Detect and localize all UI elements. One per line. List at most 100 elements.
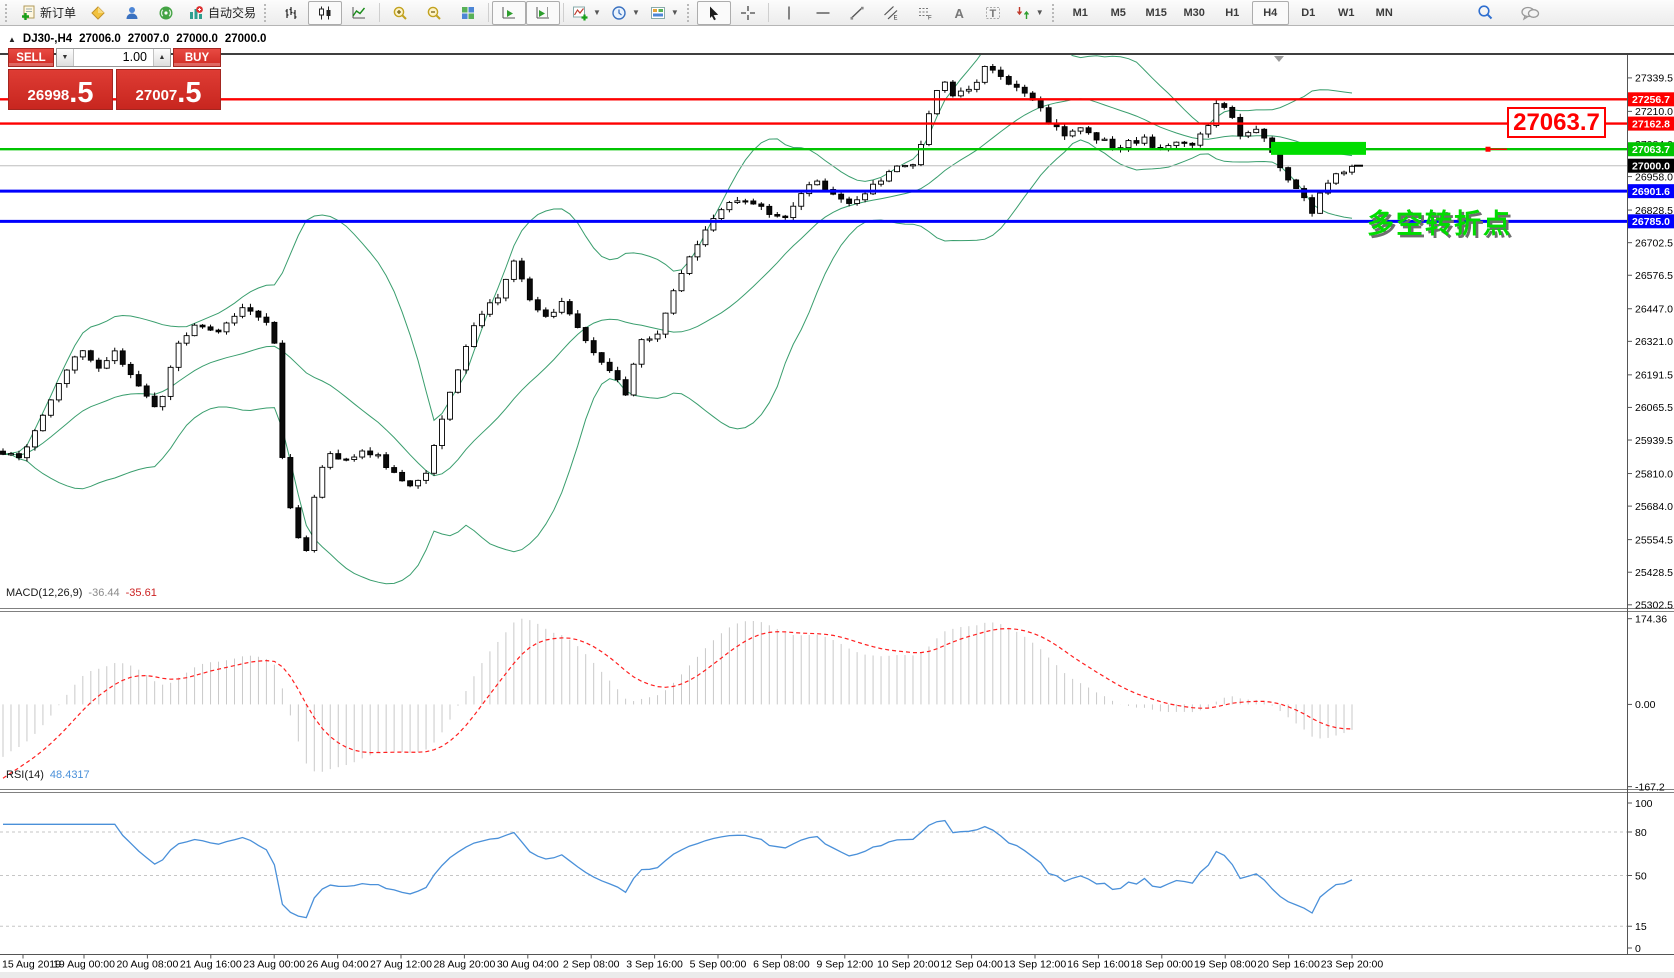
chart-canvas[interactable]: 27339.527210.027084.026958.026828.526702…: [0, 26, 1674, 978]
buy-button[interactable]: BUY: [173, 48, 221, 67]
vertical-line-icon: [788, 6, 790, 19]
level-price-label: [1628, 158, 1674, 173]
macd-tick-label: 174.36: [1635, 613, 1667, 625]
candles-layer: [0, 63, 1355, 553]
periods-button[interactable]: ▼: [606, 1, 645, 25]
chart-shift-button[interactable]: [526, 0, 561, 25]
templates-button[interactable]: ▼: [645, 1, 684, 25]
volume-spinner: ▼ 1.00 ▲: [56, 48, 171, 67]
bar-chart-button[interactable]: [274, 1, 308, 25]
candlestick-chart-button[interactable]: [308, 0, 343, 25]
svg-text:A: A: [954, 6, 964, 21]
line-chart-button[interactable]: [342, 1, 376, 25]
timeframe-button-mn[interactable]: MN: [1375, 6, 1393, 19]
zoom-out-button[interactable]: [417, 1, 451, 25]
time-tick-label: 28 Aug 20:00: [433, 959, 495, 971]
crosshair-button[interactable]: [731, 1, 765, 25]
vertical-line-button[interactable]: [772, 1, 806, 25]
sell-button[interactable]: SELL: [8, 48, 54, 67]
market-button[interactable]: [115, 1, 149, 25]
high-value: 27007.0: [127, 33, 170, 45]
time-tick-label: 10 Sep 20:00: [877, 959, 940, 971]
buy-price-display[interactable]: 27007.5: [116, 69, 221, 110]
text-button[interactable]: A: [942, 1, 976, 25]
price-tick-label: 26702.5: [1635, 237, 1673, 249]
volume-value[interactable]: 1.00: [122, 50, 147, 64]
metaeditor-icon: [91, 5, 105, 20]
chat-icon[interactable]: [1520, 5, 1540, 21]
toolbar-drag-handle: [264, 3, 271, 22]
auto-scroll-icon: [502, 6, 516, 18]
sell-price-display[interactable]: 26998.5: [8, 69, 113, 110]
collapse-panel-icon[interactable]: ▲: [8, 34, 16, 44]
tile-windows-button[interactable]: [451, 1, 485, 25]
chart-shift-icon: [536, 6, 550, 18]
autotrading-button[interactable]: 自动交易: [183, 1, 261, 25]
new-order-button[interactable]: 新订单: [15, 1, 81, 25]
equidistant-channel-icon: E: [883, 5, 897, 21]
indicators-icon: [573, 6, 588, 20]
chart-shift-marker: [1274, 56, 1284, 62]
metaeditor-button[interactable]: [81, 1, 115, 25]
volume-decrease-button[interactable]: ▼: [57, 49, 74, 66]
periods-clock-icon: [612, 5, 626, 20]
fibonacci-button[interactable]: F: [908, 1, 942, 25]
cursor-button[interactable]: [696, 0, 731, 25]
market-icon: [126, 6, 138, 19]
search-icon[interactable]: [1477, 4, 1494, 21]
level-price-label: [1628, 116, 1674, 131]
price-tick-label: 26447.0: [1635, 304, 1673, 316]
price-tick-label: 25810.0: [1635, 468, 1673, 480]
signals-button[interactable]: [149, 1, 183, 25]
svg-text:26785.0: 26785.0: [1632, 216, 1670, 228]
signals-icon: [159, 6, 173, 19]
level-price-label: [1628, 214, 1674, 229]
sell-price-fraction: .5: [69, 77, 94, 110]
horizontal-line-button[interactable]: [806, 1, 840, 25]
rsi-tick-label: 50: [1635, 870, 1647, 882]
equidistant-channel-button[interactable]: E: [874, 1, 908, 25]
rsi-indicator-label: RSI(14) 48.4317: [6, 769, 90, 781]
timeframe-button-m15[interactable]: M15: [1145, 6, 1167, 19]
rsi-line: [3, 819, 1353, 919]
level-price-label: [1628, 184, 1674, 199]
time-tick-label: 16 Sep 16:00: [1067, 959, 1130, 971]
timeframe-button-m30[interactable]: M30: [1183, 6, 1205, 19]
ohlc-readout: 27006.0 27007.0 27000.0 27000.0: [79, 33, 266, 45]
price-tick-label: 26828.5: [1635, 205, 1673, 217]
time-tick-label: 27 Aug 12:00: [370, 959, 432, 971]
volume-increase-button[interactable]: ▲: [153, 49, 170, 66]
timeframe-button-m1[interactable]: M1: [1072, 6, 1088, 19]
rsi-tick-label: 0: [1635, 943, 1641, 955]
timeframe-button-h1[interactable]: H1: [1225, 6, 1240, 19]
macd-indicator-label: MACD(12,26,9) -36.44 -35.61: [6, 587, 157, 599]
svg-text:F: F: [928, 15, 932, 21]
templates-icon: [650, 6, 665, 19]
chart-annotation-text[interactable]: 多空转折点: [1367, 209, 1512, 239]
time-tick-label: 23 Sep 20:00: [1321, 959, 1384, 971]
time-tick-label: 13 Sep 12:00: [1004, 959, 1067, 971]
cursor-icon: [709, 6, 718, 20]
macd-main-value: -36.44: [88, 587, 120, 599]
zoom-in-button[interactable]: [383, 1, 417, 25]
timeframe-button-d1[interactable]: D1: [1301, 6, 1316, 19]
indicators-button[interactable]: ▼: [567, 1, 606, 25]
buy-price-fraction: .5: [177, 77, 202, 110]
text-icon: A: [954, 6, 964, 21]
chart-window[interactable]: 27339.527210.027084.026958.026828.526702…: [0, 26, 1674, 978]
trendline-button[interactable]: [840, 1, 874, 25]
text-label-button[interactable]: T: [976, 1, 1010, 25]
timeframe-button-m5[interactable]: M5: [1110, 6, 1126, 19]
rsi-tick-label: 15: [1635, 921, 1647, 933]
timeframe-button-h4[interactable]: H4: [1251, 0, 1289, 25]
auto-scroll-button[interactable]: [492, 0, 527, 25]
symbol-period-label: DJ30-,H4: [22, 33, 73, 45]
price-callout-box[interactable]: 27063.7: [1507, 107, 1606, 138]
arrows-button[interactable]: ▼: [1010, 1, 1049, 25]
toolbar-drag-handle: [5, 3, 12, 22]
toolbar-separator: [488, 3, 490, 22]
svg-text:27000.0: 27000.0: [1632, 161, 1670, 173]
time-tick-label: 19 Aug 00:00: [53, 959, 115, 971]
timeframe-button-w1[interactable]: W1: [1337, 6, 1355, 19]
